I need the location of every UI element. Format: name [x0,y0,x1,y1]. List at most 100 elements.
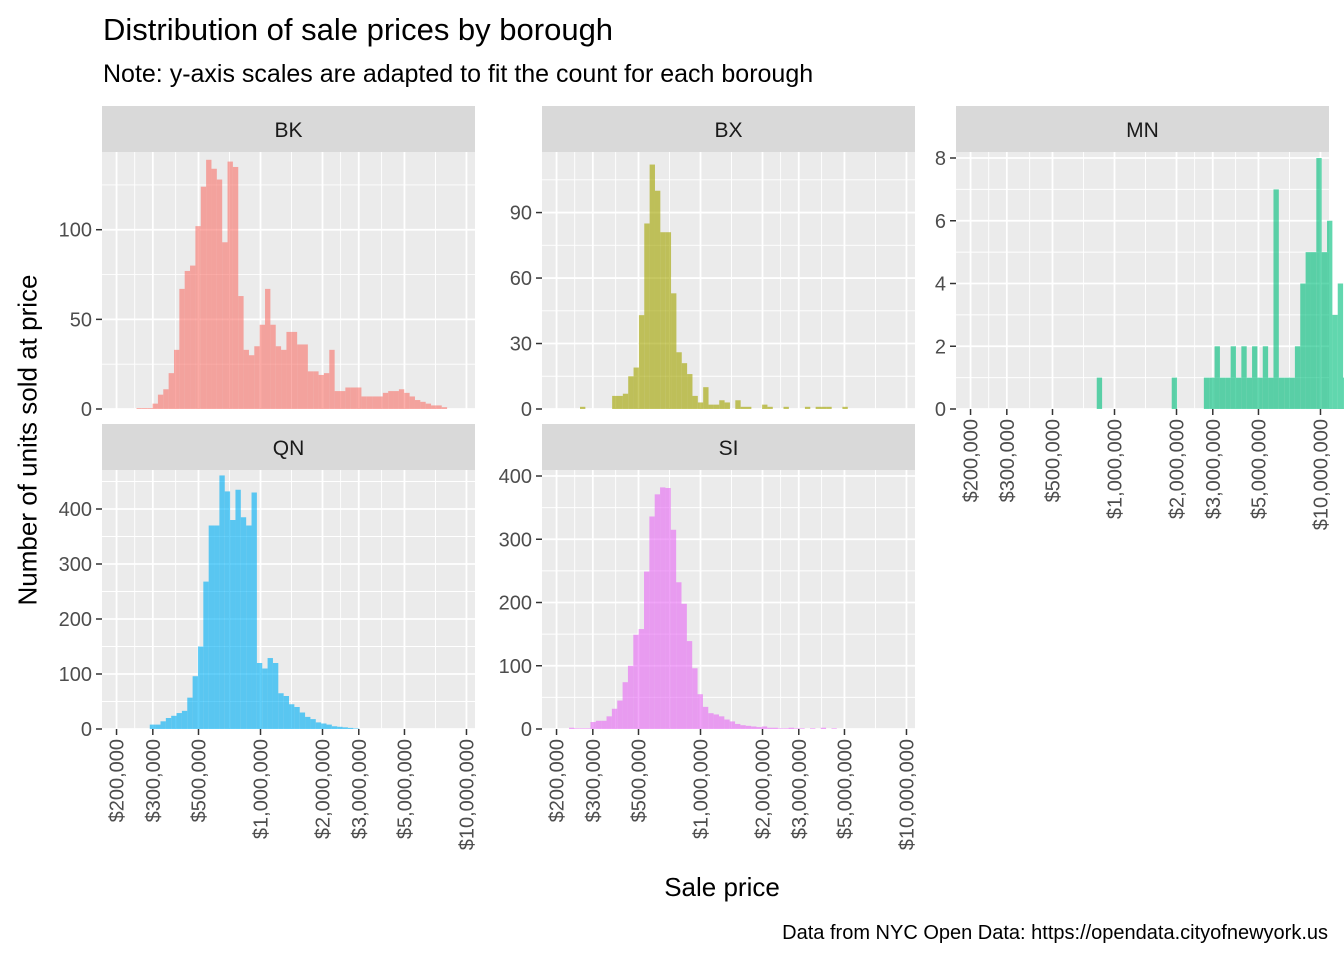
histogram-bar [1219,377,1226,409]
histogram-bar [409,396,415,409]
histogram-bar [793,728,800,729]
histogram-bar [580,406,586,409]
histogram-bar [195,226,201,409]
histogram-bar [441,407,448,409]
histogram-bar [436,405,442,409]
histogram-bar [315,722,322,729]
histogram-bar [665,232,672,409]
histogram-bar [1214,346,1220,409]
histogram-bar [176,713,182,729]
histogram-bar [687,374,693,409]
histogram-bar [248,355,255,409]
histogram-bar [670,529,677,729]
histogram-bar [633,367,639,409]
x-axis-label: Sale price [664,872,780,902]
x-tick-label-mn: $1,000,000 [1105,419,1127,519]
histogram-bar [361,396,367,409]
histogram-bar [767,727,773,729]
bars-bk [136,159,448,409]
histogram-bar [724,719,730,729]
x-tick-label-si: $10,000,000 [896,739,918,850]
histogram-bar [200,186,207,409]
x-tick-label-qn: $200,000 [107,739,129,822]
histogram-bar [718,716,725,729]
y-tick-label-qn: 300 [59,554,92,576]
y-tick-label-qn: 200 [59,609,92,631]
histogram-bar [353,728,359,729]
histogram-bar [1278,377,1285,409]
histogram-bar [294,707,300,729]
histogram-bar [745,725,752,729]
x-tick-label-mn: $10,000,000 [1310,419,1332,530]
histogram-bar [318,374,324,409]
histogram-bar [147,408,153,409]
histogram-bar [350,387,357,409]
histogram-bar [342,727,348,729]
histogram-bar [270,324,276,409]
histogram-bar [262,668,268,729]
histogram-bar [1300,283,1306,409]
histogram-bar [1273,189,1279,409]
histogram-bar [590,722,596,729]
histogram-bar [660,487,666,729]
histogram-bar [756,727,762,729]
histogram-bar [337,726,343,729]
histogram-bar [302,344,308,409]
histogram-bar [708,713,714,729]
bars-bx [580,164,848,409]
histogram-bar [321,723,327,729]
panel-bx [542,152,915,409]
histogram-bar [310,719,316,729]
x-tick-label-si: $500,000 [629,739,651,822]
histogram-bar [393,391,399,409]
x-tick-label-si: $2,000,000 [753,739,775,839]
histogram-bar [735,723,741,729]
histogram-bar [136,408,142,409]
histogram-bar [729,721,736,729]
histogram-bar [1257,377,1263,409]
histogram-bar [703,387,709,409]
histogram-bar [783,728,789,729]
histogram-bar [420,401,426,409]
y-tick-label-bx: 0 [521,399,532,421]
panel-si [542,470,915,729]
histogram-bar [1316,158,1322,409]
y-tick-label-mn: 0 [935,399,946,421]
x-tick-label-mn: $200,000 [961,419,983,502]
y-tick-label-si: 400 [499,466,532,488]
histogram-bar [267,658,273,729]
histogram-bar [334,391,340,409]
histogram-bar [246,525,252,729]
histogram-bar [323,373,330,409]
histogram-bar [1225,377,1231,409]
histogram-bar [633,634,639,729]
histogram-bar [1230,346,1236,409]
bars-mn [1096,158,1344,409]
histogram-bar [1235,377,1242,409]
x-tick-label-qn: $3,000,000 [349,739,371,839]
x-tick-label-si: $200,000 [547,739,569,822]
histogram-bar [697,402,704,409]
y-tick-label-mn: 8 [935,148,946,170]
histogram-bar [772,727,778,729]
y-tick-label-bx: 90 [510,203,532,225]
y-tick-label-qn: 100 [59,664,92,686]
histogram-bar [382,392,389,409]
x-tick-label-mn: $2,000,000 [1167,419,1189,519]
histogram-bar [259,324,266,409]
histogram-bar [686,641,693,729]
y-tick-label-si: 200 [499,593,532,615]
y-tick-label-qn: 400 [59,499,92,521]
histogram-bar [305,716,311,729]
y-tick-label-qn: 0 [81,719,92,741]
histogram-bar [767,406,773,409]
histogram-bar [232,166,239,409]
histogram-bar [1321,252,1328,409]
x-tick-label-mn: $3,000,000 [1203,419,1225,519]
x-tick-label-si: $5,000,000 [834,739,856,839]
y-tick-label-si: 300 [499,529,532,551]
gridlines-bx [542,152,915,410]
histogram-bar [644,571,650,729]
x-tick-label-qn: $300,000 [143,739,165,822]
histogram-bar [692,668,698,729]
